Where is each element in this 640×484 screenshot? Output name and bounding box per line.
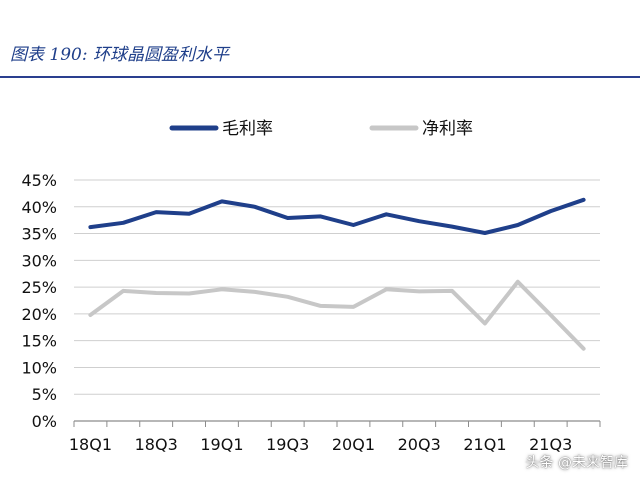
y-tick-label: 25% — [21, 278, 57, 297]
y-tick-label: 40% — [21, 198, 57, 217]
y-tick-label: 45% — [21, 171, 57, 190]
series-line-1 — [88, 197, 586, 235]
legend-label: 毛利率 — [222, 119, 273, 139]
y-tick-label: 0% — [32, 412, 57, 431]
figure-title: 图表 190: 环球晶圆盈利水平 — [10, 45, 229, 65]
x-tick-label: 20Q3 — [398, 435, 441, 454]
legend: 毛利率 净利率 — [169, 119, 473, 139]
watermark: 头条 @未来智库 — [525, 455, 628, 471]
grid-lines — [74, 179, 600, 395]
y-axis-ticks: 0% 5% 10% 15% 20% 25% 30% 35% 40% 45% — [21, 171, 57, 431]
x-tick-label: 18Q1 — [69, 435, 112, 454]
y-tick-label: 15% — [21, 332, 57, 351]
x-tick-label: 21Q3 — [529, 435, 572, 454]
x-tick-label: 21Q1 — [463, 435, 506, 454]
legend-label: 净利率 — [422, 119, 473, 139]
series-lines — [88, 197, 586, 351]
y-tick-label: 30% — [21, 251, 57, 270]
x-tick-label: 19Q1 — [200, 435, 243, 454]
x-tick-label: 20Q1 — [332, 435, 375, 454]
y-tick-label: 35% — [21, 225, 57, 244]
series-line-2 — [88, 279, 586, 351]
y-tick-label: 20% — [21, 305, 57, 324]
x-tick-label: 19Q3 — [266, 435, 309, 454]
x-axis: 18Q1 18Q3 19Q1 19Q3 20Q1 20Q3 21Q1 21Q3 — [69, 420, 601, 454]
title-rule — [0, 76, 640, 78]
x-tick-label: 18Q3 — [135, 435, 178, 454]
y-tick-label: 5% — [32, 385, 57, 404]
y-tick-label: 10% — [21, 358, 57, 377]
